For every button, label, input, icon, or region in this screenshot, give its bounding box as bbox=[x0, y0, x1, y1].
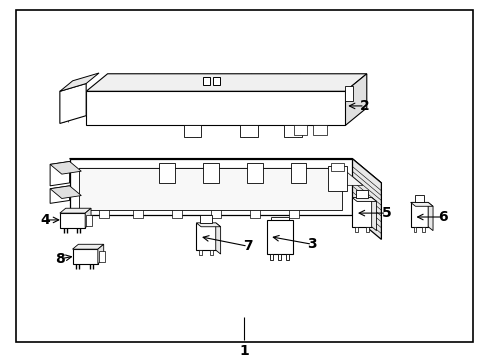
Polygon shape bbox=[86, 91, 345, 125]
Bar bbox=[290, 163, 306, 183]
Bar bbox=[249, 210, 259, 218]
Polygon shape bbox=[86, 74, 366, 91]
Polygon shape bbox=[351, 198, 376, 201]
Bar bbox=[345, 86, 352, 101]
Polygon shape bbox=[351, 158, 381, 239]
Bar bbox=[172, 210, 181, 218]
Bar bbox=[246, 163, 262, 183]
Polygon shape bbox=[50, 162, 69, 186]
Bar bbox=[312, 125, 326, 135]
Bar bbox=[200, 215, 211, 223]
Text: 2: 2 bbox=[359, 99, 369, 113]
Polygon shape bbox=[60, 73, 99, 91]
Text: 4: 4 bbox=[41, 213, 50, 227]
Polygon shape bbox=[79, 168, 342, 210]
Polygon shape bbox=[50, 186, 81, 198]
Bar bbox=[203, 163, 218, 183]
Text: 1: 1 bbox=[239, 344, 248, 358]
Bar bbox=[212, 77, 219, 85]
Bar bbox=[278, 254, 281, 260]
Bar bbox=[210, 210, 220, 218]
Bar bbox=[99, 210, 108, 218]
Bar bbox=[196, 223, 215, 250]
Polygon shape bbox=[345, 74, 366, 125]
Bar bbox=[133, 210, 142, 218]
Bar bbox=[159, 163, 175, 183]
Bar bbox=[293, 125, 307, 135]
Bar bbox=[99, 251, 104, 262]
Text: 8: 8 bbox=[55, 252, 64, 266]
Bar bbox=[183, 125, 201, 137]
Text: 6: 6 bbox=[437, 210, 447, 224]
Polygon shape bbox=[50, 186, 69, 203]
Bar bbox=[199, 250, 202, 255]
Bar bbox=[284, 125, 301, 137]
Bar bbox=[285, 254, 288, 260]
Bar bbox=[355, 190, 367, 198]
Polygon shape bbox=[60, 84, 86, 123]
Bar bbox=[203, 77, 209, 85]
Bar bbox=[330, 163, 344, 171]
Polygon shape bbox=[215, 223, 220, 254]
Polygon shape bbox=[60, 208, 91, 213]
Bar bbox=[414, 195, 424, 202]
Polygon shape bbox=[427, 202, 432, 231]
Bar bbox=[354, 227, 357, 231]
Bar bbox=[422, 227, 425, 231]
Bar bbox=[327, 166, 346, 191]
Bar bbox=[209, 250, 212, 255]
Polygon shape bbox=[98, 244, 103, 264]
Text: 7: 7 bbox=[243, 239, 252, 253]
Polygon shape bbox=[69, 158, 351, 215]
Polygon shape bbox=[50, 162, 81, 174]
Bar bbox=[86, 215, 92, 226]
Polygon shape bbox=[69, 158, 381, 183]
Bar bbox=[288, 210, 298, 218]
Bar bbox=[267, 220, 292, 254]
Polygon shape bbox=[85, 208, 91, 228]
Bar bbox=[410, 202, 427, 227]
Polygon shape bbox=[410, 202, 432, 206]
Bar bbox=[351, 198, 371, 227]
Bar bbox=[413, 227, 416, 231]
Polygon shape bbox=[196, 223, 220, 227]
Polygon shape bbox=[79, 168, 362, 185]
Text: 3: 3 bbox=[307, 237, 316, 251]
Bar bbox=[365, 227, 368, 231]
Bar bbox=[240, 125, 257, 137]
Text: 5: 5 bbox=[381, 206, 390, 220]
Polygon shape bbox=[72, 244, 103, 249]
Bar bbox=[72, 249, 98, 264]
Polygon shape bbox=[371, 198, 376, 231]
Bar bbox=[60, 213, 85, 228]
Bar bbox=[270, 254, 273, 260]
